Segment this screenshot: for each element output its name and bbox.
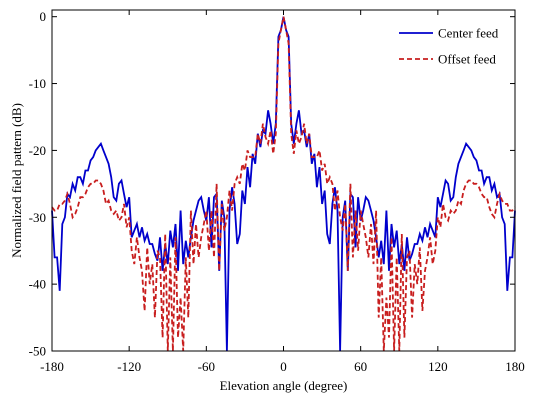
y-tick-label: -20 (29, 143, 46, 158)
y-axis-title: Normalized field pattern (dB) (9, 103, 24, 258)
x-tick-label: -180 (40, 359, 64, 374)
y-tick-label: 0 (40, 9, 47, 24)
series-layer (51, 16, 516, 352)
x-tick-label: 180 (505, 359, 525, 374)
y-tick-label: -50 (29, 344, 46, 359)
series-line-offset-feed (51, 16, 516, 352)
x-tick-label: -60 (198, 359, 215, 374)
x-tick-label: 60 (354, 359, 367, 374)
y-tick-label: -30 (29, 210, 46, 225)
y-tick-label: -10 (29, 76, 46, 91)
y-tick-label: -40 (29, 277, 46, 292)
series-line-center-feed (51, 16, 516, 352)
x-axis-title: Elevation angle (degree) (220, 378, 348, 393)
x-tick-label: 0 (280, 359, 287, 374)
legend-label-center-feed: Center feed (438, 26, 499, 41)
legend: Center feed Offset feed (399, 26, 499, 67)
x-tick-label: -120 (117, 359, 141, 374)
x-tick-label: 120 (428, 359, 448, 374)
legend-label-offset-feed: Offset feed (438, 52, 496, 67)
ticks-layer: -180 -120 -60 0 60 120 180 0 -10 -20 -30 -40 -50 (29, 9, 525, 374)
